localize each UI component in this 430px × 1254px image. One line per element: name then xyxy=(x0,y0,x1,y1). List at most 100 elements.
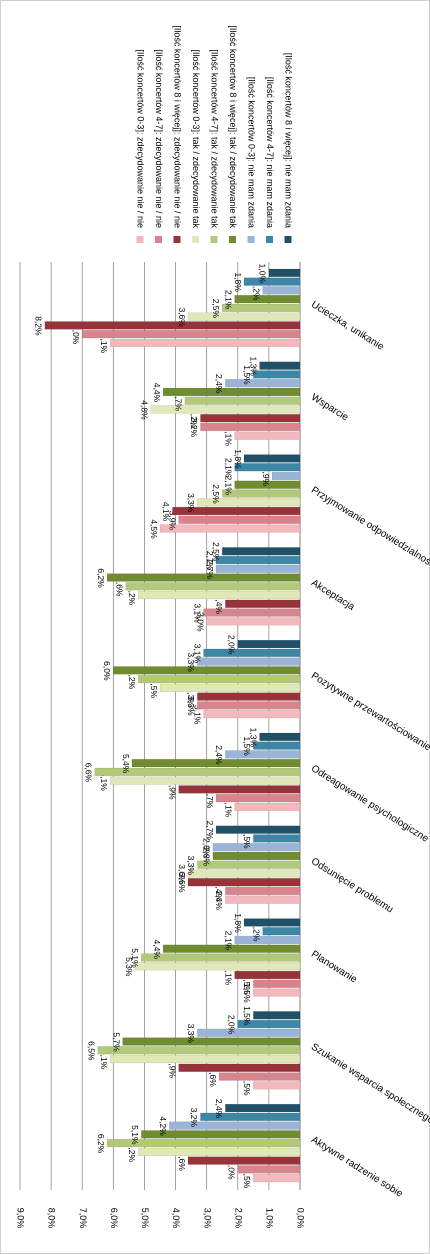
legend-label: [Ilość koncertów 0-3]: tak / zdecydowani… xyxy=(191,49,201,228)
bar xyxy=(262,927,301,936)
value-label: 5,2% xyxy=(127,586,137,606)
value-label: 2,7% xyxy=(205,789,215,809)
value-label: 2,4% xyxy=(214,745,224,765)
legend-swatch xyxy=(247,236,255,243)
legend-swatch xyxy=(136,236,144,243)
bar xyxy=(122,1037,301,1046)
bar xyxy=(234,935,301,945)
value-label: 6,0% xyxy=(102,661,112,681)
bar xyxy=(253,834,301,843)
bar xyxy=(221,547,301,556)
bar xyxy=(215,564,301,573)
value-label: 0,9% xyxy=(261,467,271,487)
bar xyxy=(237,1019,301,1029)
value-label: 2,0% xyxy=(227,1015,237,1035)
bar xyxy=(141,953,301,962)
value-label: 3,9% xyxy=(167,511,177,531)
value-label: 1,5% xyxy=(242,1006,252,1026)
bar xyxy=(113,666,301,675)
bar xyxy=(141,1130,301,1139)
bar xyxy=(221,303,301,313)
value-label: 3,2% xyxy=(189,409,199,429)
value-label: 3,2% xyxy=(189,418,199,438)
bar xyxy=(137,1147,301,1156)
bar xyxy=(206,617,301,626)
value-label: 1,5% xyxy=(242,1169,252,1189)
value-label: 3,6% xyxy=(177,307,187,327)
value-label: 2,1% xyxy=(223,290,233,310)
bar xyxy=(234,463,301,472)
value-label: 2,1% xyxy=(223,458,233,478)
legend-label: [Ilość koncertów 8 i więcej]: zdecydowan… xyxy=(173,25,183,228)
bar xyxy=(221,489,301,498)
bar xyxy=(178,515,301,524)
legend-label: [Ilość koncertów 0-3]: zdecydowanie nie … xyxy=(136,49,146,228)
bar xyxy=(162,387,301,397)
bar xyxy=(268,268,301,278)
x-tick-label: 5,0% xyxy=(140,1208,150,1229)
value-label: 1,5% xyxy=(242,1076,252,1096)
bar xyxy=(106,573,301,582)
bar xyxy=(150,405,301,414)
bar xyxy=(262,286,301,295)
value-label: 6,5% xyxy=(87,1041,97,1061)
bar xyxy=(253,979,301,988)
value-label: 2,1% xyxy=(223,966,233,986)
bar xyxy=(212,843,301,852)
bar xyxy=(197,657,301,666)
legend-swatch xyxy=(229,236,236,243)
value-label: 2,4% xyxy=(214,595,224,615)
bar xyxy=(109,338,301,348)
bar xyxy=(237,639,301,649)
x-tick-label: 6,0% xyxy=(109,1208,119,1229)
legend-label: [Ilość koncertów 8 i więcej]: tak / zdec… xyxy=(228,25,238,228)
x-tick-label: 7,0% xyxy=(78,1208,88,1229)
bar xyxy=(131,759,301,768)
value-label: 6,1% xyxy=(99,771,109,791)
value-label: 2,1% xyxy=(223,476,233,496)
value-label: 4,4% xyxy=(152,383,162,403)
value-label: 3,3% xyxy=(186,1024,196,1044)
bar xyxy=(253,741,301,750)
value-label: 2,5% xyxy=(211,299,221,319)
value-label: 2,1% xyxy=(223,427,233,447)
value-label: 4,8% xyxy=(139,400,149,420)
bar xyxy=(162,944,301,953)
value-label: 2,1% xyxy=(223,931,233,951)
value-label: 5,1% xyxy=(130,1125,140,1145)
value-label: 2,0% xyxy=(227,1160,237,1180)
x-tick-label: 0,0% xyxy=(296,1208,306,1229)
value-label: 2,8% xyxy=(202,847,212,867)
value-label: 6,2% xyxy=(96,568,106,588)
bar xyxy=(253,1173,301,1183)
x-tick-label: 1,0% xyxy=(265,1208,275,1229)
bar xyxy=(184,396,301,405)
value-label: 1,0% xyxy=(258,264,268,284)
value-label: 3,2% xyxy=(189,1108,199,1128)
value-label: 3,3% xyxy=(186,687,196,707)
x-tick-label: 9,0% xyxy=(16,1208,26,1229)
value-label: 3,3% xyxy=(186,696,196,716)
value-label: 3,3% xyxy=(186,493,196,513)
bar xyxy=(234,295,301,304)
bar xyxy=(187,1156,301,1165)
value-label: 4,4% xyxy=(152,940,162,960)
value-label: 1,3% xyxy=(248,356,258,376)
value-label: 3,1% xyxy=(192,644,202,664)
value-label: 3,1% xyxy=(192,705,202,725)
value-label: 7,0% xyxy=(71,325,81,345)
legend-swatch xyxy=(173,236,181,243)
value-label: 2,8% xyxy=(202,838,212,858)
value-label: 8,2% xyxy=(34,316,44,336)
bar xyxy=(109,776,301,785)
value-label: 1,8% xyxy=(233,272,243,292)
bar xyxy=(172,506,301,516)
bar xyxy=(169,1121,301,1130)
bar xyxy=(97,1046,301,1055)
value-label: 2,4% xyxy=(214,1099,224,1119)
value-label: 6,1% xyxy=(99,334,109,354)
bar xyxy=(225,886,301,896)
bar xyxy=(215,825,301,834)
bar xyxy=(106,1138,301,1148)
bar xyxy=(253,1081,301,1090)
